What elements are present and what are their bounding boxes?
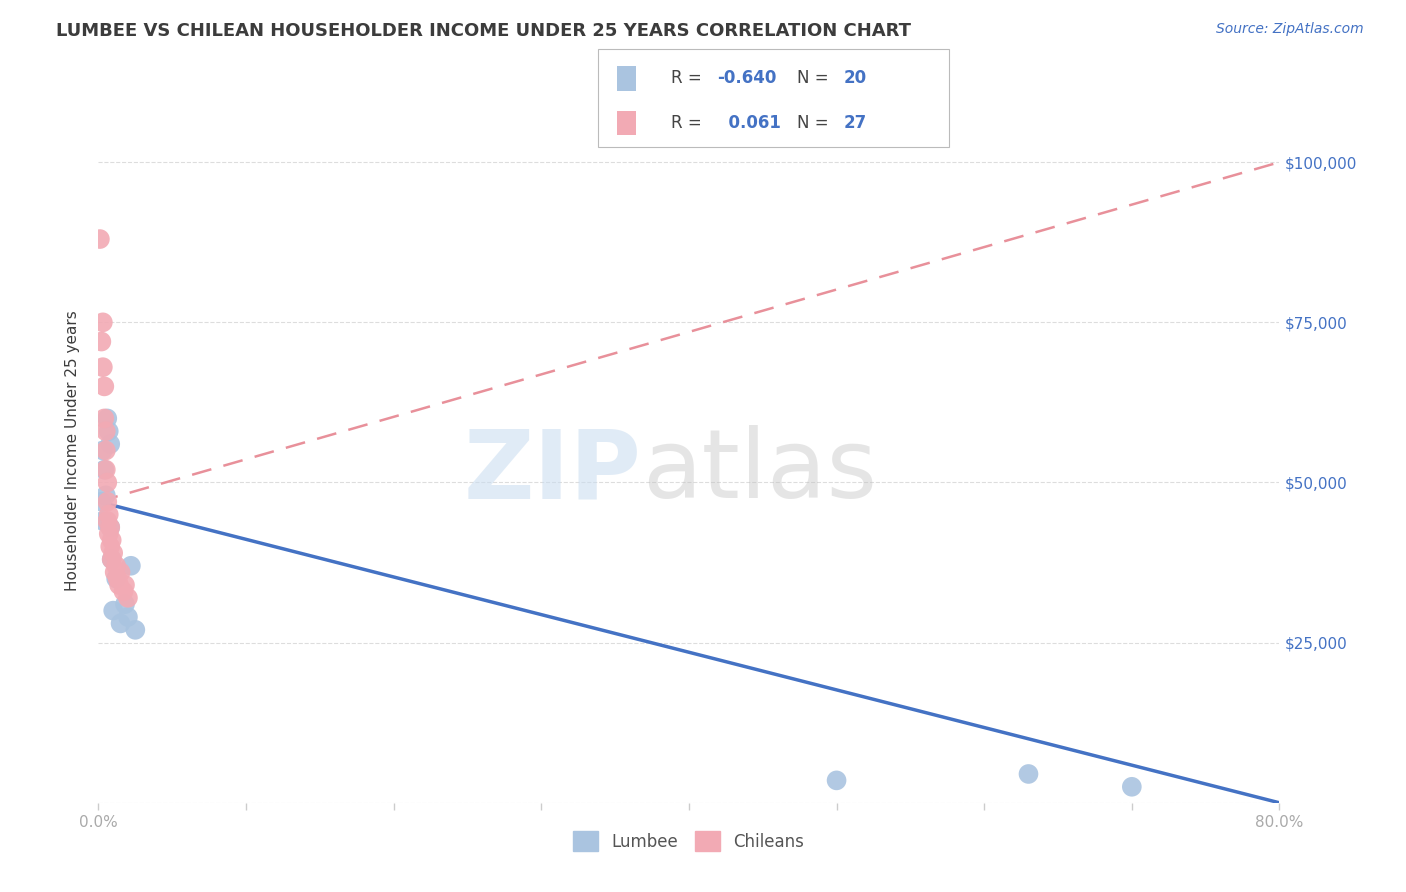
Point [110, 565, 132, 579]
Point [105, 558, 128, 573]
Point [110, 616, 132, 631]
Point [114, 597, 136, 611]
Point [93, 463, 115, 477]
Point [91, 514, 114, 528]
Point [103, 546, 125, 560]
Point [90, 494, 112, 508]
Text: N =: N = [797, 114, 834, 132]
Point [93, 411, 115, 425]
Point [90, 334, 112, 349]
Point [96, 494, 118, 508]
Point [94, 424, 117, 438]
Point [100, 552, 122, 566]
Text: R =: R = [671, 70, 707, 87]
Point [124, 623, 146, 637]
Point [108, 578, 131, 592]
Point [93, 379, 115, 393]
Point [98, 520, 121, 534]
Text: 20: 20 [844, 70, 866, 87]
Point [107, 572, 129, 586]
Text: 27: 27 [844, 114, 868, 132]
Point [91, 315, 114, 329]
Text: Source: ZipAtlas.com: Source: ZipAtlas.com [1216, 22, 1364, 37]
Point [91, 443, 114, 458]
Point [98, 540, 121, 554]
Legend: Lumbee, Chileans: Lumbee, Chileans [567, 824, 811, 858]
Point [1018, 767, 1040, 781]
Point [97, 508, 120, 522]
Point [100, 552, 122, 566]
Text: R =: R = [671, 114, 707, 132]
Point [91, 360, 114, 375]
Point [117, 591, 139, 605]
Point [94, 488, 117, 502]
Point [96, 475, 118, 490]
Point [120, 558, 142, 573]
Text: -0.640: -0.640 [717, 70, 776, 87]
Point [825, 773, 848, 788]
Text: 0.061: 0.061 [717, 114, 780, 132]
Point [112, 584, 135, 599]
Point [89, 232, 111, 246]
Y-axis label: Householder Income Under 25 years: Householder Income Under 25 years [65, 310, 80, 591]
Point [103, 604, 125, 618]
Point [1121, 780, 1143, 794]
Point [94, 463, 117, 477]
Text: atlas: atlas [641, 425, 877, 518]
Point [96, 411, 118, 425]
Point [97, 526, 120, 541]
Point [96, 514, 118, 528]
Point [94, 443, 117, 458]
Point [100, 533, 122, 548]
Point [105, 572, 128, 586]
Point [104, 565, 127, 579]
Point [97, 424, 120, 438]
Text: N =: N = [797, 70, 834, 87]
Point [98, 437, 121, 451]
Point [114, 578, 136, 592]
Text: LUMBEE VS CHILEAN HOUSEHOLDER INCOME UNDER 25 YEARS CORRELATION CHART: LUMBEE VS CHILEAN HOUSEHOLDER INCOME UND… [56, 22, 911, 40]
Point [117, 610, 139, 624]
Text: ZIP: ZIP [464, 425, 641, 518]
Point [98, 520, 121, 534]
